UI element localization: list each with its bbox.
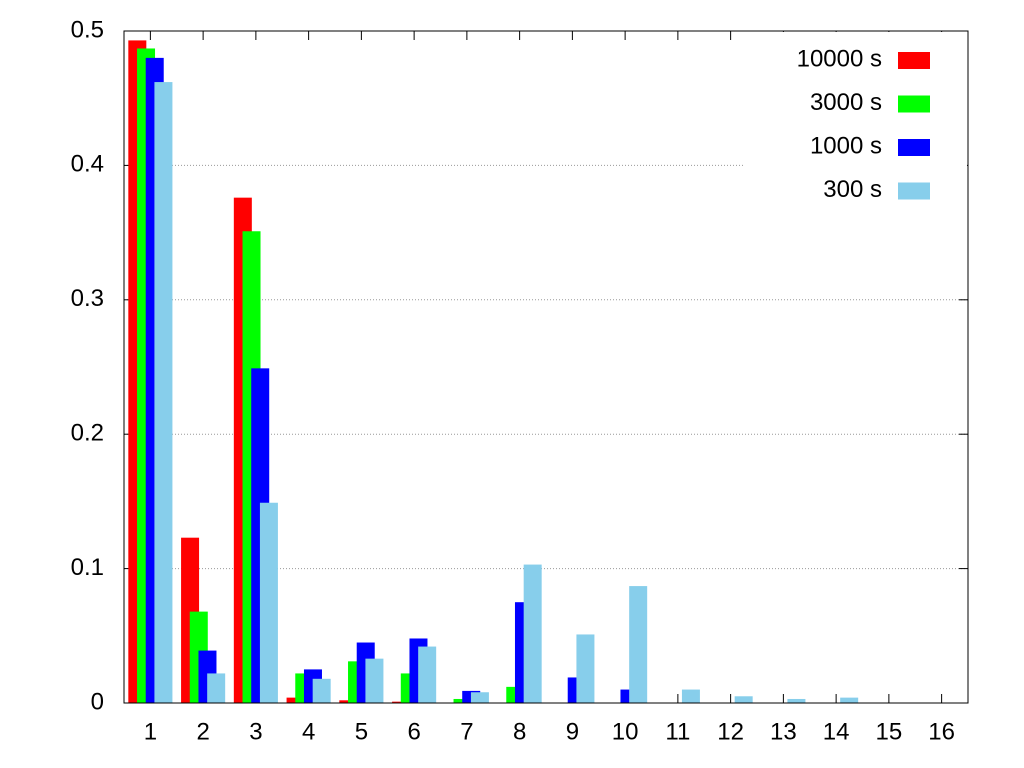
plot-frame xyxy=(123,30,969,704)
x-tick-label: 11 xyxy=(665,718,690,745)
legend-swatch xyxy=(898,182,930,200)
x-tick-label: 5 xyxy=(355,718,368,745)
x-tick-label: 3 xyxy=(249,718,262,745)
bar xyxy=(523,564,542,703)
legend-label: 1000 s xyxy=(810,132,882,159)
x-tick-label: 16 xyxy=(928,718,955,745)
y-tick-label: 0.3 xyxy=(71,285,104,312)
x-tick-label: 8 xyxy=(513,718,526,745)
y-tick-label: 0.2 xyxy=(71,420,104,447)
bar xyxy=(312,678,331,703)
x-tick-label: 4 xyxy=(302,718,315,745)
bar xyxy=(681,689,700,703)
x-tick-label: 15 xyxy=(876,718,903,745)
legend-label: 300 s xyxy=(823,176,882,203)
y-tick-label: 0.5 xyxy=(71,16,104,43)
bar xyxy=(259,502,278,703)
bar xyxy=(418,646,437,703)
x-tick-label: 10 xyxy=(612,718,639,745)
bar xyxy=(576,634,595,703)
bar xyxy=(787,698,806,703)
x-tick-label: 6 xyxy=(407,718,420,745)
legend-label: 10000 s xyxy=(797,45,882,72)
y-tick-label: 0.4 xyxy=(71,151,104,178)
bar xyxy=(629,586,648,703)
y-tick-label: 0.1 xyxy=(71,554,104,581)
legend-swatch xyxy=(898,139,930,156)
bar xyxy=(840,697,859,703)
x-tick-label: 2 xyxy=(196,718,209,745)
legend-swatch xyxy=(898,52,930,69)
bar xyxy=(207,673,226,703)
x-tick-label: 9 xyxy=(566,718,579,745)
y-tick-label: 0 xyxy=(91,688,104,715)
legend-label: 3000 s xyxy=(810,89,882,116)
x-tick-label: 13 xyxy=(770,718,797,745)
x-tick-label: 7 xyxy=(460,718,473,745)
bar xyxy=(365,658,384,703)
x-tick-label: 12 xyxy=(717,718,744,745)
bar xyxy=(154,82,173,703)
legend-swatch xyxy=(898,95,930,113)
x-tick-label: 14 xyxy=(823,718,850,745)
bar xyxy=(734,696,753,703)
x-tick-label: 1 xyxy=(144,718,157,745)
bar xyxy=(470,692,489,703)
